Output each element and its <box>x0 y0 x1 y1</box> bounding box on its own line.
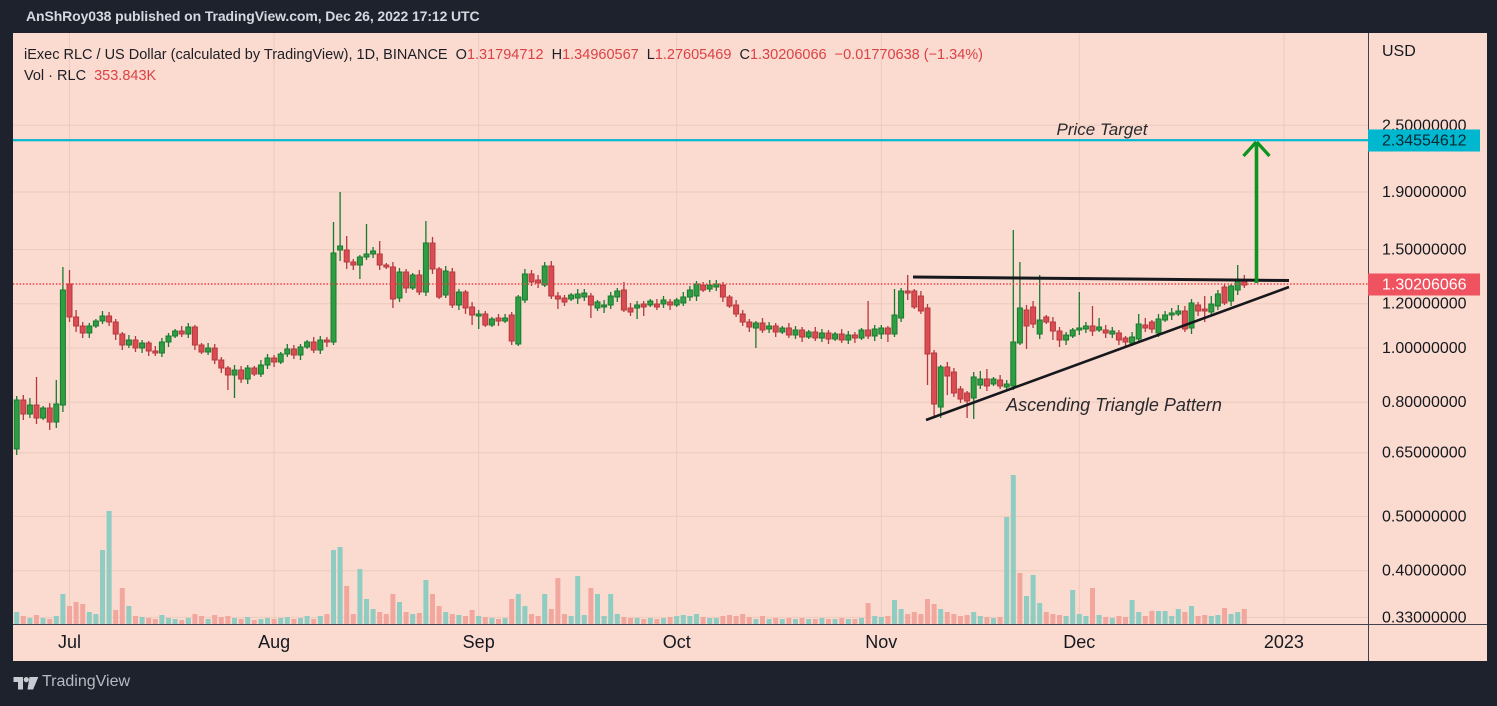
svg-text:Price Target: Price Target <box>1056 120 1148 139</box>
svg-text:1.50000000: 1.50000000 <box>1382 242 1467 259</box>
svg-text:Dec: Dec <box>1063 632 1095 652</box>
svg-text:0.33000000: 0.33000000 <box>1382 609 1467 626</box>
svg-text:Jul: Jul <box>58 632 81 652</box>
svg-text:0.50000000: 0.50000000 <box>1382 508 1467 525</box>
svg-text:Oct: Oct <box>663 632 691 652</box>
svg-text:1.00000000: 1.00000000 <box>1382 340 1467 357</box>
svg-text:0.65000000: 0.65000000 <box>1382 445 1467 462</box>
svg-text:2023: 2023 <box>1264 632 1304 652</box>
svg-text:Aug: Aug <box>258 632 290 652</box>
svg-text:1.90000000: 1.90000000 <box>1382 184 1467 201</box>
svg-text:2.34554612: 2.34554612 <box>1382 133 1467 150</box>
svg-text:Nov: Nov <box>865 632 897 652</box>
svg-text:0.40000000: 0.40000000 <box>1382 563 1467 580</box>
svg-text:Ascending Triangle Pattern: Ascending Triangle Pattern <box>1005 395 1222 415</box>
svg-text:1.20000000: 1.20000000 <box>1382 296 1467 313</box>
svg-text:1.30206066: 1.30206066 <box>1382 277 1467 294</box>
svg-text:USD: USD <box>1382 43 1416 60</box>
svg-text:Sep: Sep <box>463 632 495 652</box>
svg-text:0.80000000: 0.80000000 <box>1382 394 1467 411</box>
